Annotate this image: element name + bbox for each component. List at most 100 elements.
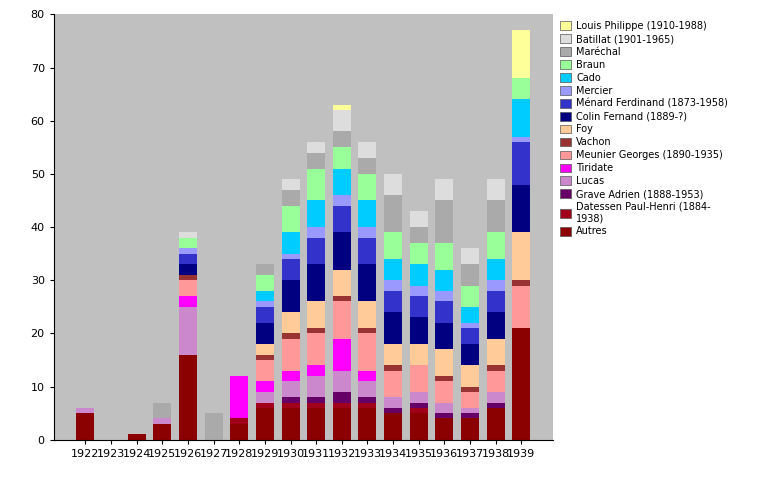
Bar [77, 408, 94, 413]
Bar [282, 402, 300, 408]
Bar [461, 408, 479, 413]
Bar [333, 402, 351, 408]
Bar [282, 190, 300, 206]
Bar [333, 206, 351, 232]
Bar [179, 275, 197, 280]
Bar [487, 291, 505, 312]
Bar [461, 413, 479, 419]
Bar [461, 344, 479, 365]
Bar [307, 334, 325, 365]
Bar [179, 254, 197, 264]
Bar [410, 285, 428, 296]
Bar [179, 280, 197, 296]
Bar [307, 365, 325, 376]
Bar [256, 307, 274, 323]
Bar [307, 402, 325, 408]
Bar [359, 381, 376, 397]
Bar [512, 285, 530, 328]
Bar [307, 397, 325, 402]
Bar [384, 365, 402, 370]
Bar [154, 424, 171, 440]
Bar [282, 179, 300, 190]
Bar [179, 249, 197, 254]
Bar [307, 200, 325, 227]
Bar [179, 307, 197, 355]
Bar [461, 328, 479, 344]
Bar [307, 376, 325, 397]
Bar [487, 312, 505, 339]
Bar [282, 397, 300, 402]
Bar [256, 291, 274, 302]
Bar [359, 142, 376, 158]
Bar [333, 105, 351, 110]
Bar [461, 365, 479, 387]
Bar [282, 280, 300, 312]
Bar [435, 413, 453, 419]
Bar [256, 275, 274, 291]
Bar [307, 328, 325, 334]
Bar [512, 232, 530, 280]
Bar [461, 307, 479, 323]
Bar [359, 200, 376, 227]
Bar [410, 227, 428, 243]
Bar [307, 264, 325, 302]
Bar [384, 174, 402, 195]
Bar [512, 185, 530, 232]
Bar [179, 238, 197, 249]
Bar [333, 392, 351, 402]
Bar [512, 99, 530, 137]
Bar [384, 232, 402, 259]
Bar [410, 296, 428, 317]
Bar [461, 419, 479, 440]
Bar [333, 169, 351, 195]
Bar [333, 110, 351, 131]
Bar [179, 264, 197, 275]
Bar [359, 264, 376, 302]
Bar [410, 365, 428, 392]
Bar [461, 264, 479, 285]
Bar [282, 254, 300, 259]
Bar [487, 259, 505, 280]
Bar [282, 312, 300, 334]
Bar [359, 370, 376, 381]
Bar [256, 381, 274, 392]
Bar [384, 312, 402, 344]
Bar [435, 323, 453, 349]
Bar [333, 195, 351, 206]
Bar [359, 227, 376, 238]
Bar [127, 435, 146, 440]
Bar [359, 158, 376, 174]
Bar [204, 413, 223, 440]
Bar [512, 280, 530, 285]
Bar [307, 238, 325, 264]
Bar [487, 408, 505, 440]
Bar [230, 419, 248, 424]
Bar [487, 179, 505, 200]
Bar [179, 355, 197, 440]
Bar [512, 142, 530, 185]
Bar [435, 179, 453, 200]
Bar [256, 355, 274, 360]
Bar [410, 413, 428, 440]
Bar [487, 200, 505, 232]
Bar [179, 232, 197, 238]
Bar [282, 408, 300, 440]
Bar [179, 296, 197, 307]
Bar [410, 408, 428, 413]
Bar [307, 302, 325, 328]
Bar [282, 232, 300, 254]
Bar [359, 408, 376, 440]
Bar [512, 328, 530, 440]
Bar [384, 370, 402, 397]
Bar [487, 280, 505, 291]
Bar [333, 339, 351, 370]
Bar [256, 402, 274, 408]
Bar [487, 339, 505, 365]
Bar [384, 397, 402, 408]
Bar [333, 147, 351, 169]
Bar [461, 392, 479, 408]
Bar [282, 339, 300, 370]
Bar [333, 296, 351, 302]
Bar [384, 344, 402, 365]
Bar [307, 169, 325, 200]
